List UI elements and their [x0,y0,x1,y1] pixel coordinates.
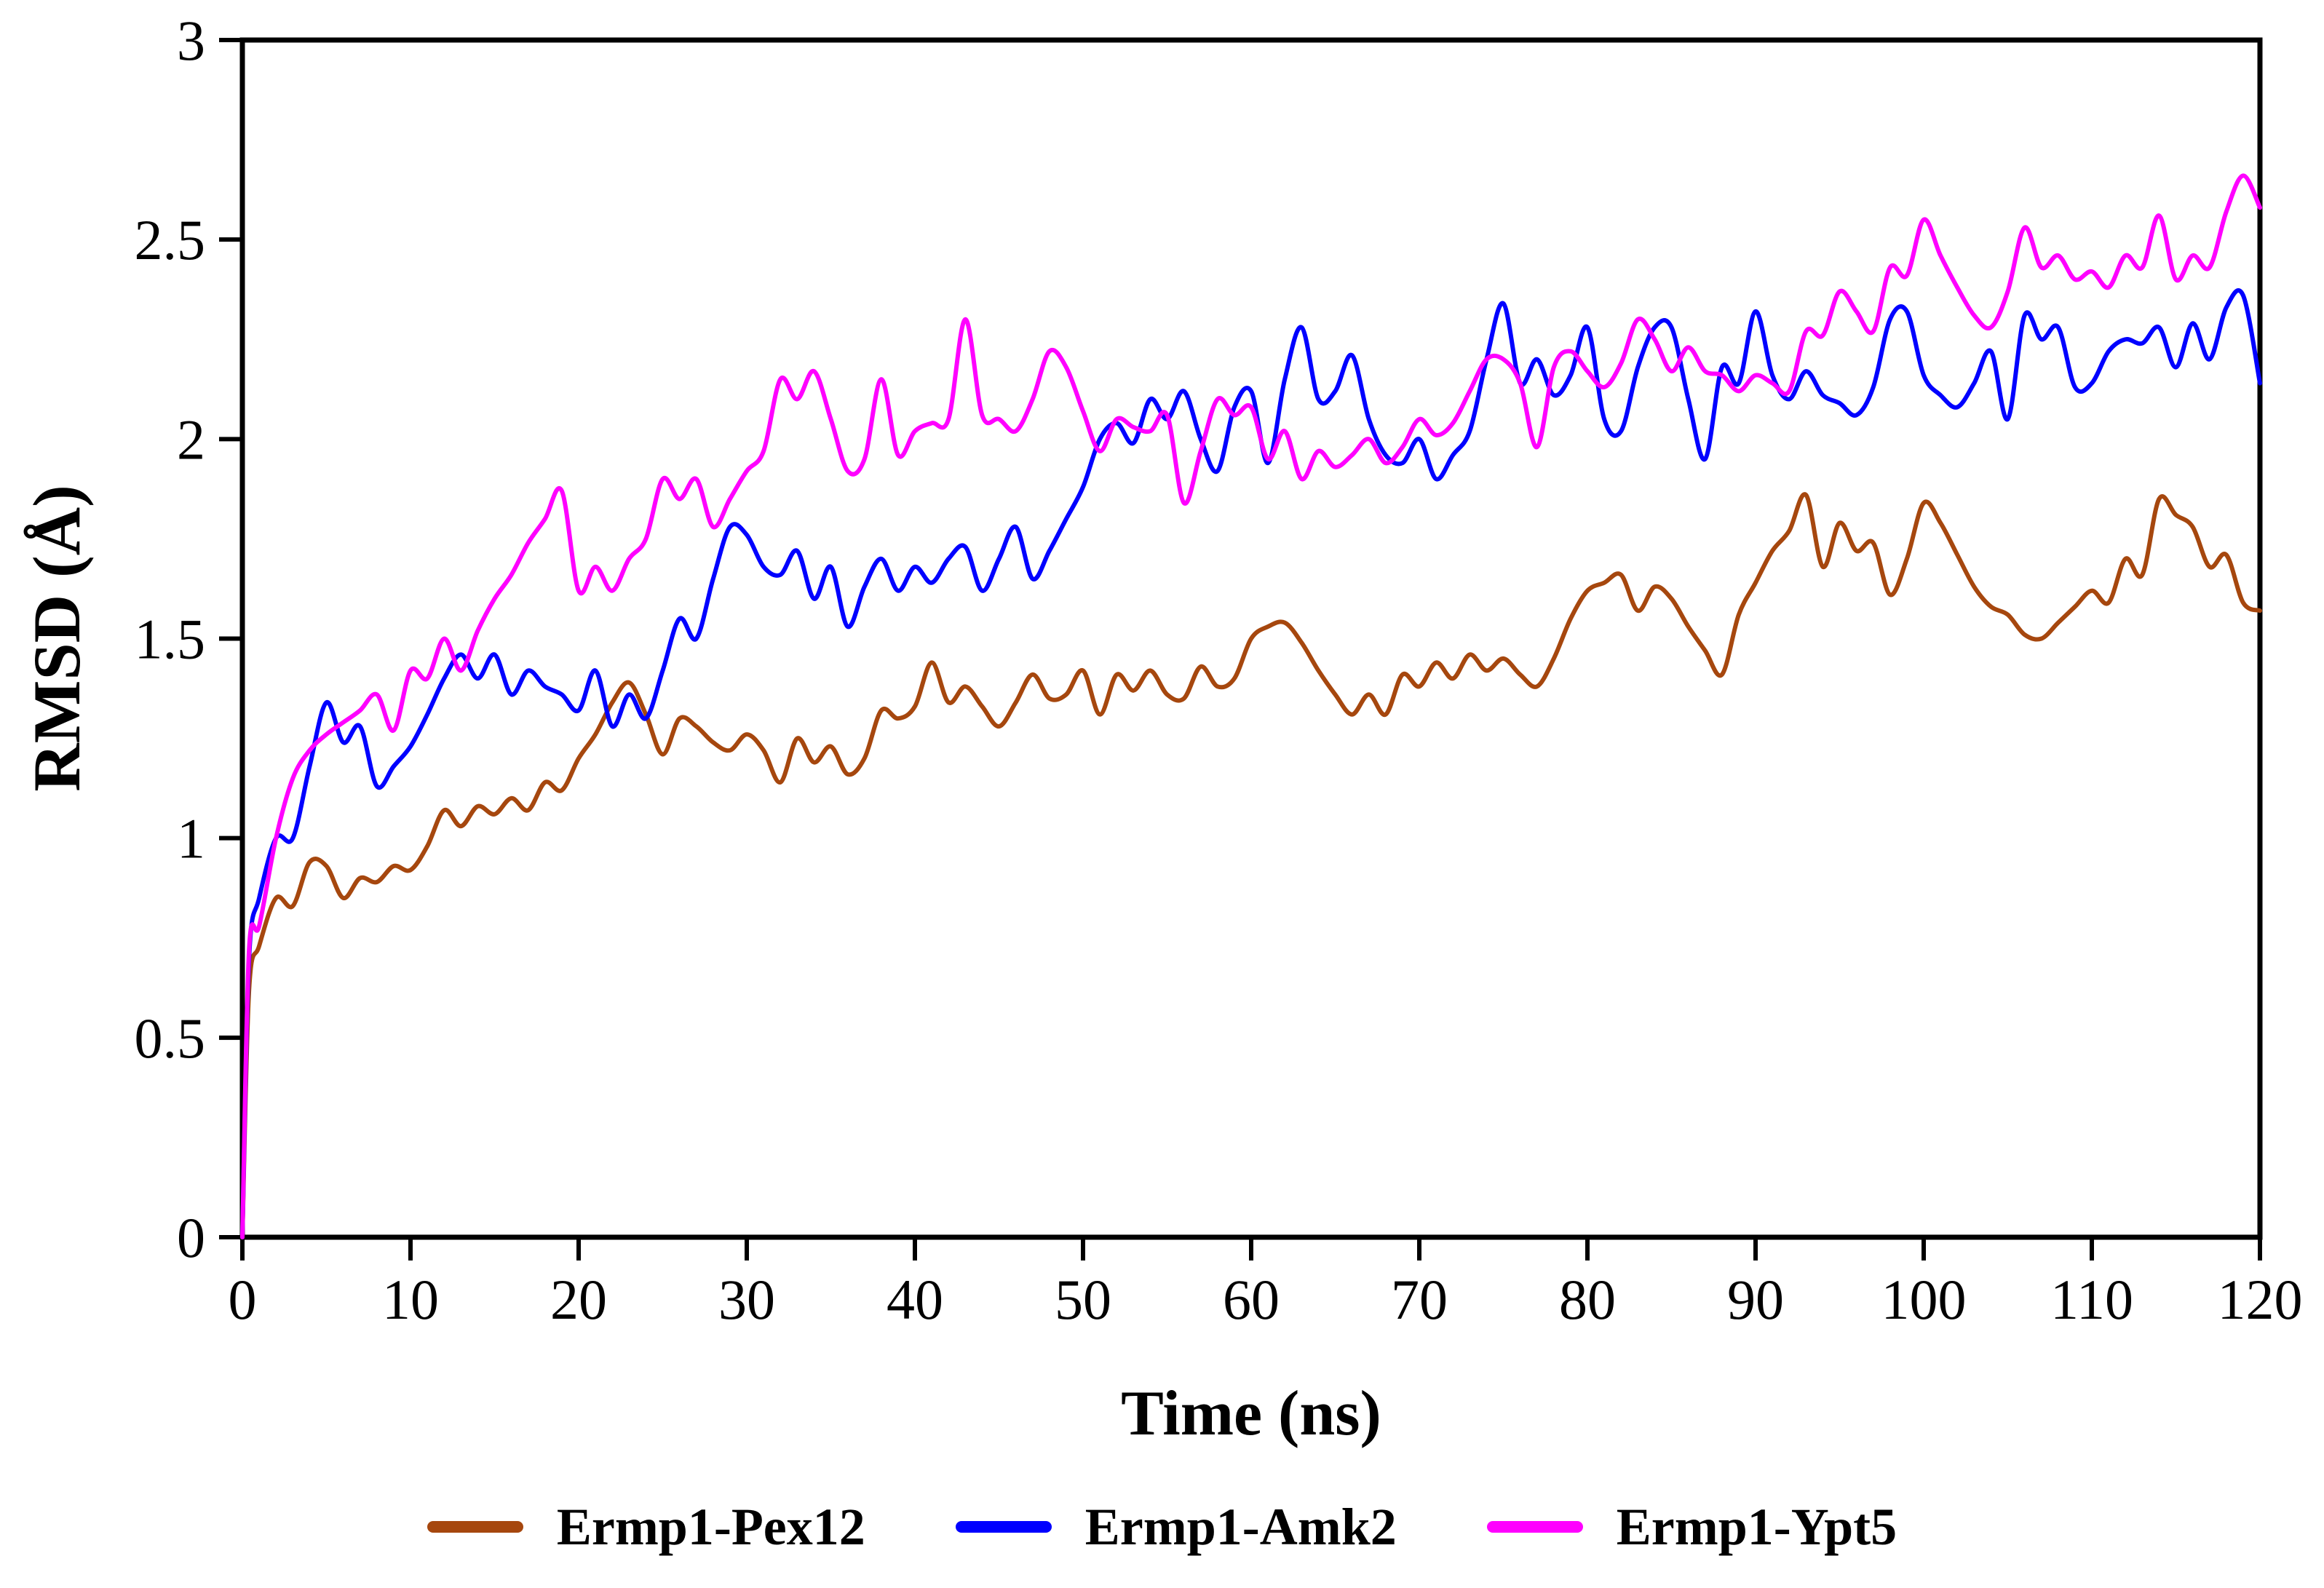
y-tick-label: 0.5 [135,1007,206,1070]
y-tick-label: 2.5 [135,208,206,271]
x-tick-label: 60 [1223,1268,1280,1331]
y-tick-label: 1.5 [135,608,206,671]
legend-label-ermp1-ypt5: Ermp1-Ypt5 [1616,1497,1897,1556]
legend-swatch-ermp1-pex12-icon [427,1521,523,1533]
x-tick-label: 70 [1391,1268,1448,1331]
y-axis-title: RMSD (Å) [20,485,94,792]
legend-item-ermp1-pex12: Ermp1-Pex12 [427,1497,865,1557]
legend-item-ermp1-amk2: Ermp1-Amk2 [955,1497,1397,1557]
x-tick-label: 20 [550,1268,607,1331]
y-tick-label: 3 [177,9,205,72]
legend-swatch-ermp1-ypt5-icon [1486,1521,1583,1533]
x-tick-label: 0 [229,1268,257,1331]
x-tick-label: 10 [382,1268,439,1331]
x-tick-label: 90 [1727,1268,1784,1331]
x-tick-label: 80 [1559,1268,1616,1331]
legend-swatch-ermp1-amk2-icon [955,1521,1052,1533]
legend: Ermp1-Pex12 Ermp1-Amk2 Ermp1-Ypt5 [0,1483,2324,1571]
legend-label-ermp1-amk2: Ermp1-Amk2 [1084,1497,1397,1556]
x-tick-label: 30 [718,1268,775,1331]
x-axis-title: Time (ns) [1121,1378,1381,1449]
x-tick-label: 40 [887,1268,943,1331]
x-tick-label: 120 [2218,1268,2303,1331]
y-tick-label: 1 [177,807,205,870]
y-tick-label: 0 [177,1206,205,1269]
series-line-ermp1-pex12 [240,492,2262,1239]
y-tick-label: 2 [177,408,205,471]
x-tick-label: 110 [2050,1268,2133,1331]
series-line-ermp1-ypt5 [240,173,2262,1239]
legend-label-ermp1-pex12: Ermp1-Pex12 [556,1497,865,1556]
x-tick-label: 100 [1881,1268,1967,1331]
legend-item-ermp1-ypt5: Ermp1-Ypt5 [1486,1497,1897,1557]
x-tick-label: 50 [1055,1268,1111,1331]
series-line-ermp1-amk2 [240,288,2262,1239]
